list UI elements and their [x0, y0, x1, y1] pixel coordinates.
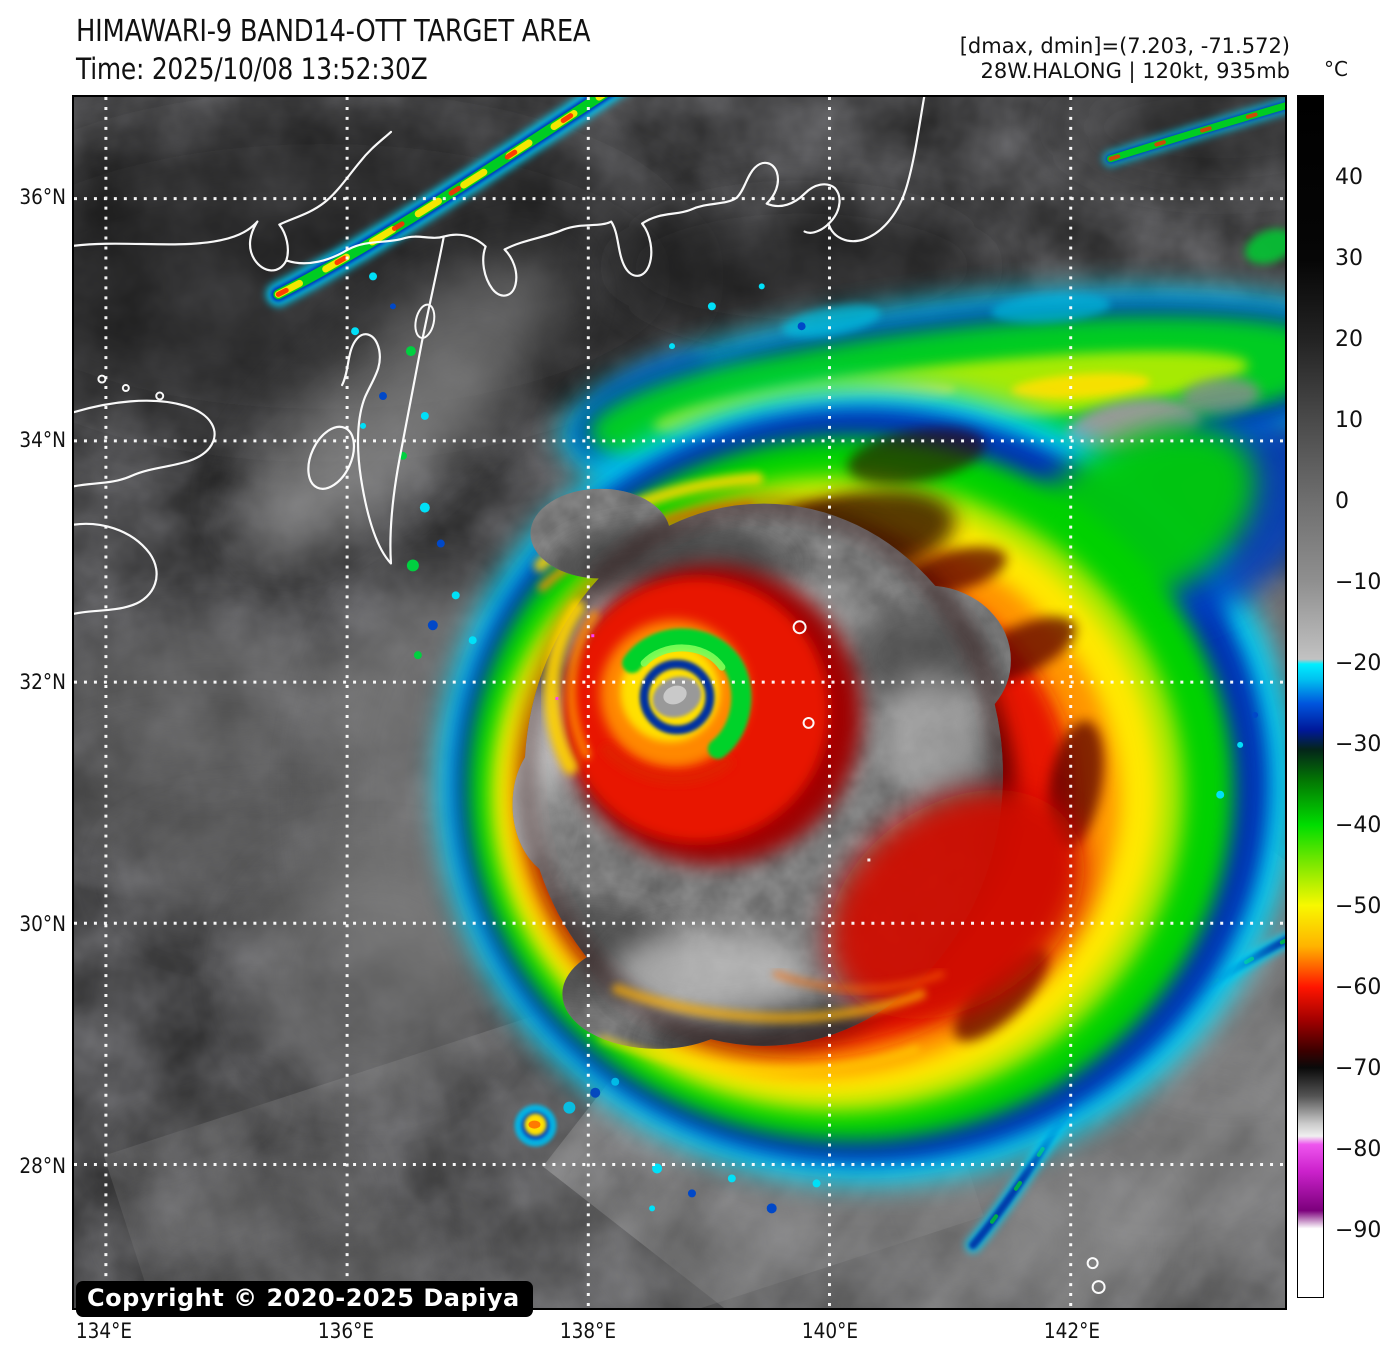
lon-label-134e: 134°E [75, 1319, 133, 1343]
izu-island [802, 716, 815, 729]
lat-label-32n: 32°N [19, 670, 66, 694]
coastline-boso [827, 97, 926, 243]
awaji-island [307, 425, 356, 490]
gridlines-layer [74, 97, 1285, 1308]
warm-sector-gap [828, 790, 1084, 1019]
cb-tick-m40: −40 [1335, 813, 1382, 838]
seto-island [155, 391, 165, 401]
lat-label-28n: 28°N [19, 1154, 66, 1178]
coastline-shikoku-north [74, 399, 216, 488]
south-spiral-streaks [598, 970, 946, 1074]
satellite-map: Copyright © 2020-2025 Dapiya [72, 95, 1287, 1317]
colorbar-unit-label: °C [1324, 57, 1348, 81]
coastline-shikoku-south [74, 522, 158, 615]
cb-tick-10: 10 [1335, 408, 1363, 433]
lake-biwa [414, 303, 436, 339]
lon-label-142e: 142°E [1043, 1319, 1101, 1343]
copyright-badge: Copyright © 2020-2025 Dapiya [76, 1281, 533, 1317]
small-island-se [1086, 1257, 1099, 1270]
storm-info: 28W.HALONG | 120kt, 935mb [980, 59, 1291, 83]
convective-cell-southwest [514, 1077, 620, 1147]
cb-tick-40: 40 [1335, 165, 1363, 190]
jet-streak-northwest [266, 97, 1285, 307]
lon-label-138e: 138°E [559, 1319, 617, 1343]
seto-island [121, 384, 130, 393]
cb-tick-0: 0 [1335, 489, 1349, 514]
cb-tick-m10: −10 [1335, 570, 1382, 595]
cdo-edge-marbling [519, 498, 1008, 1051]
cb-tick-m80: −80 [1335, 1137, 1382, 1162]
cb-tick-m20: −20 [1335, 651, 1382, 676]
cb-tick-m90: −90 [1335, 1218, 1382, 1243]
lat-label-34n: 34°N [19, 428, 66, 452]
satellite-imagery [74, 97, 1285, 1308]
cb-tick-m70: −70 [1335, 1056, 1382, 1081]
cb-tick-m60: −60 [1335, 975, 1382, 1000]
cb-tick-m30: −30 [1335, 732, 1382, 757]
coastline-tokai-kanto [285, 161, 841, 297]
lon-label-140e: 140°E [801, 1319, 859, 1343]
cold-pixel-speckles [351, 272, 1259, 1214]
timestamp: Time: 2025/10/08 13:52:30Z [76, 52, 428, 86]
cb-tick-m50: −50 [1335, 894, 1382, 919]
temperature-colorbar [1297, 95, 1324, 1298]
lat-label-36n: 36°N [19, 185, 66, 209]
lon-label-136e: 136°E [317, 1319, 375, 1343]
izu-island [792, 620, 807, 635]
eyewall-annulus [544, 565, 862, 865]
cb-tick-30: 30 [1335, 246, 1363, 271]
cb-tick-20: 20 [1335, 327, 1363, 352]
coastline-kii-peninsula [341, 235, 445, 565]
page-title: HIMAWARI-9 BAND14-OTT TARGET AREA [76, 14, 591, 49]
lat-label-30n: 30°N [19, 912, 66, 936]
small-island-se [1091, 1280, 1106, 1295]
dmax-dmin-readout: [dmax, dmin]=(7.203, -71.572) [959, 34, 1290, 58]
